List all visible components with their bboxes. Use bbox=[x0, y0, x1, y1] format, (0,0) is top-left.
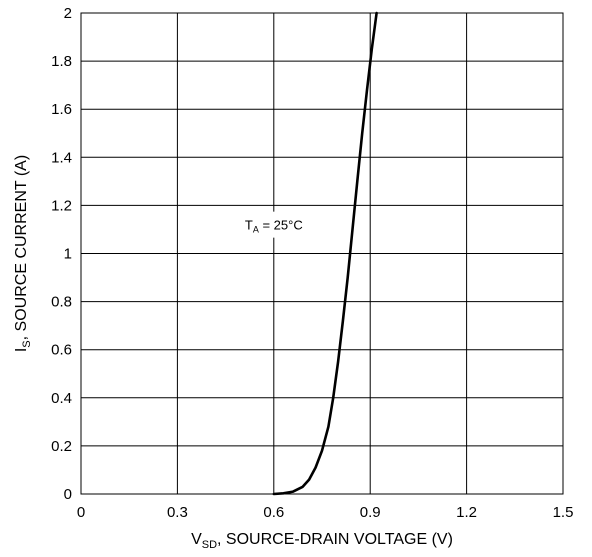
series-line bbox=[272, 11, 378, 496]
y-tick-label: 1.2 bbox=[51, 197, 72, 214]
grid bbox=[80, 12, 564, 495]
y-tick-label: 1.8 bbox=[51, 53, 72, 70]
y-tick-label: 0.8 bbox=[51, 294, 72, 311]
y-label-main: I bbox=[13, 348, 30, 352]
annotation: TA = 25°C bbox=[210, 211, 337, 238]
y-tick-label: 0.6 bbox=[51, 342, 72, 359]
y-tick-label: 1 bbox=[64, 246, 72, 263]
annotation-rest: = 25°C bbox=[259, 218, 303, 233]
y-label-sub: S bbox=[21, 340, 33, 347]
y-tick-labels: 0 0.2 0.4 0.6 0.8 1 1.2 1.4 1.6 1.8 2 bbox=[51, 5, 72, 503]
y-tick-label: 1.6 bbox=[51, 101, 72, 118]
y-tick-label: 2 bbox=[64, 5, 72, 22]
x-axis-label: VSD, SOURCE-DRAIN VOLTAGE (V) bbox=[191, 531, 453, 551]
y-tick-label: 0.4 bbox=[51, 390, 72, 407]
x-tick-label: 0.9 bbox=[360, 504, 381, 521]
annotation-sub: A bbox=[253, 225, 259, 235]
y-tick-label: 1.4 bbox=[51, 149, 72, 166]
x-tick-labels: 0 0.3 0.6 0.9 1.2 1.5 bbox=[77, 504, 574, 521]
x-label-rest: , SOURCE-DRAIN VOLTAGE (V) bbox=[217, 531, 453, 548]
x-tick-label: 0 bbox=[77, 504, 85, 521]
x-tick-label: 1.2 bbox=[456, 504, 477, 521]
y-tick-label: 0 bbox=[64, 486, 72, 503]
annotation-main: T bbox=[245, 218, 253, 233]
annotation-background bbox=[210, 211, 337, 238]
y-axis-label: IS, SOURCE CURRENT (A) bbox=[13, 155, 33, 352]
y-tick-label: 0.2 bbox=[51, 438, 72, 455]
x-label-main: V bbox=[191, 531, 202, 548]
x-tick-label: 0.6 bbox=[263, 504, 284, 521]
annotation-text: TA = 25°C bbox=[245, 218, 303, 235]
x-label-sub: SD bbox=[202, 539, 217, 551]
x-tick-label: 1.5 bbox=[553, 504, 574, 521]
x-tick-label: 0.3 bbox=[167, 504, 188, 521]
plot-frame bbox=[80, 12, 564, 495]
y-label-rest: , SOURCE CURRENT (A) bbox=[13, 155, 30, 341]
series-group bbox=[272, 11, 378, 496]
